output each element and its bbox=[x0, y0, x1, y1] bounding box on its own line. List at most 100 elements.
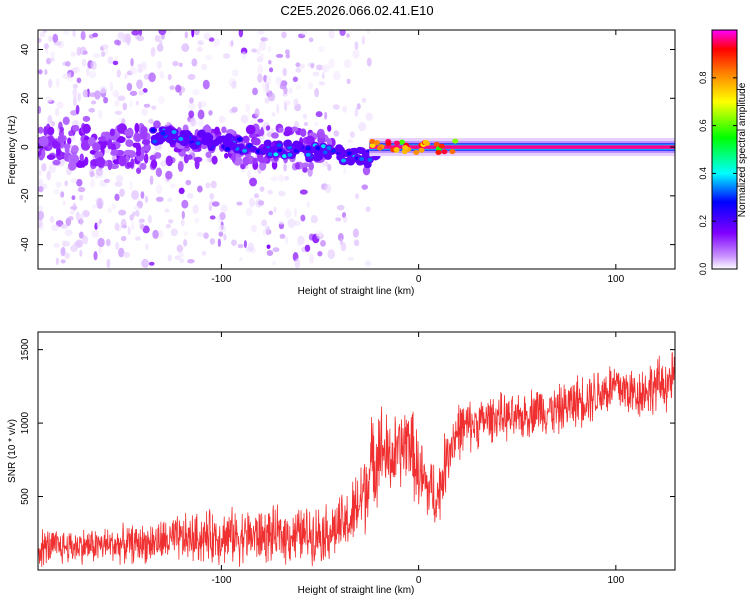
noise-blob bbox=[303, 121, 309, 127]
noise-blob bbox=[210, 180, 217, 189]
noise-blob bbox=[165, 223, 172, 229]
noise-blob bbox=[164, 208, 170, 213]
colorbar-tick-label: 0.0 bbox=[698, 263, 708, 276]
noise-band-blob bbox=[283, 130, 291, 137]
signal-core bbox=[273, 152, 279, 157]
noise-blob bbox=[86, 67, 90, 77]
noise-blob bbox=[120, 235, 127, 242]
noise-blob bbox=[294, 258, 301, 269]
noise-blob bbox=[62, 200, 67, 206]
noise-blob bbox=[38, 38, 42, 43]
noise-blob bbox=[64, 229, 73, 237]
noise-blob bbox=[93, 250, 98, 261]
noise-blob bbox=[112, 60, 119, 66]
noise-blob bbox=[141, 108, 149, 116]
noise-blob bbox=[312, 71, 320, 77]
noise-blob bbox=[101, 51, 106, 57]
noise-blob bbox=[121, 37, 128, 43]
noise-blob bbox=[299, 63, 305, 69]
colorbar-tick-label: 0.8 bbox=[698, 72, 708, 85]
noise-blob bbox=[111, 203, 116, 210]
noise-band-blob bbox=[231, 152, 236, 163]
noise-blob bbox=[181, 210, 185, 220]
noise-blob bbox=[275, 53, 284, 58]
noise-blob bbox=[281, 31, 287, 39]
carrier-wiggle bbox=[369, 138, 376, 144]
noise-blob bbox=[135, 209, 140, 217]
noise-band-blob bbox=[84, 156, 89, 166]
noise-band-blob bbox=[109, 128, 116, 137]
noise-blob bbox=[258, 40, 266, 51]
snr-y-axis-label: SNR (10 * v/v) bbox=[7, 419, 18, 483]
noise-blob bbox=[131, 190, 139, 200]
noise-band-blob bbox=[41, 148, 46, 159]
noise-blob bbox=[215, 216, 221, 221]
noise-blob bbox=[54, 108, 60, 117]
noise-blob bbox=[284, 235, 289, 245]
noise-blob bbox=[44, 49, 49, 54]
signal-core bbox=[293, 148, 299, 153]
noise-blob bbox=[261, 219, 268, 227]
noise-blob bbox=[101, 44, 109, 50]
colorbar-ticks: 0.0 0.2 0.4 0.6 0.8 bbox=[698, 72, 737, 276]
noise-band-blob bbox=[38, 135, 49, 147]
x-tick-label: 100 bbox=[607, 274, 624, 285]
noise-blob bbox=[114, 110, 123, 115]
noise-blob bbox=[310, 214, 318, 224]
noise-blob bbox=[183, 230, 189, 236]
noise-blob bbox=[76, 77, 82, 84]
noise-blob bbox=[247, 242, 255, 251]
noise-blob bbox=[346, 33, 350, 38]
noise-blob bbox=[167, 30, 172, 34]
noise-blob bbox=[156, 60, 163, 69]
noise-blob bbox=[140, 191, 145, 199]
snr-frame bbox=[37, 331, 676, 571]
noise-band-blob bbox=[265, 125, 271, 131]
noise-band-blob bbox=[308, 161, 315, 171]
noise-blob bbox=[365, 206, 371, 212]
carrier-wiggle bbox=[441, 149, 448, 155]
noise-band-blob bbox=[165, 155, 173, 167]
noise-blob bbox=[356, 103, 361, 110]
noise-blob bbox=[141, 61, 147, 71]
signal-core bbox=[367, 157, 373, 162]
noise-blob bbox=[217, 238, 222, 247]
noise-band-blob bbox=[144, 143, 151, 152]
noise-blob bbox=[159, 39, 163, 45]
noise-blob bbox=[283, 86, 288, 95]
y-tick-label: 20 bbox=[20, 92, 31, 104]
noise-blob bbox=[131, 30, 140, 36]
snr-series-line bbox=[38, 352, 675, 567]
noise-blob bbox=[189, 97, 194, 104]
noise-blob bbox=[257, 30, 265, 35]
noise-band-blob bbox=[318, 132, 326, 139]
noise-blob bbox=[315, 64, 323, 71]
snr-panel: 500 1000 1500 -100 0 100 Height of straight … bbox=[7, 331, 676, 596]
noise-blob bbox=[38, 106, 42, 114]
noise-blob bbox=[75, 120, 80, 127]
noise-blob bbox=[114, 99, 120, 107]
noise-blob bbox=[48, 57, 55, 62]
noise-band-blob bbox=[71, 145, 79, 153]
noise-blob bbox=[192, 88, 200, 96]
noise-blob bbox=[60, 259, 66, 264]
spectrogram-x-axis-label: Height of straight line (km) bbox=[298, 286, 415, 297]
noise-blob bbox=[192, 204, 199, 215]
x-tick-label: 100 bbox=[607, 575, 624, 586]
noise-blob bbox=[167, 254, 172, 262]
noise-band-blob bbox=[300, 128, 307, 137]
noise-blob bbox=[99, 86, 108, 94]
noise-blob bbox=[279, 233, 286, 239]
noise-blob bbox=[115, 174, 124, 183]
noise-blob bbox=[98, 218, 102, 224]
noise-blob bbox=[293, 207, 297, 218]
noise-blob bbox=[167, 73, 172, 81]
noise-blob bbox=[275, 76, 282, 86]
signal-core bbox=[267, 152, 273, 157]
noise-blob bbox=[64, 180, 68, 187]
noise-blob bbox=[105, 238, 111, 247]
noise-blob bbox=[103, 178, 111, 184]
noise-blob bbox=[187, 73, 196, 80]
noise-blob bbox=[347, 139, 353, 144]
noise-blob bbox=[273, 206, 277, 213]
